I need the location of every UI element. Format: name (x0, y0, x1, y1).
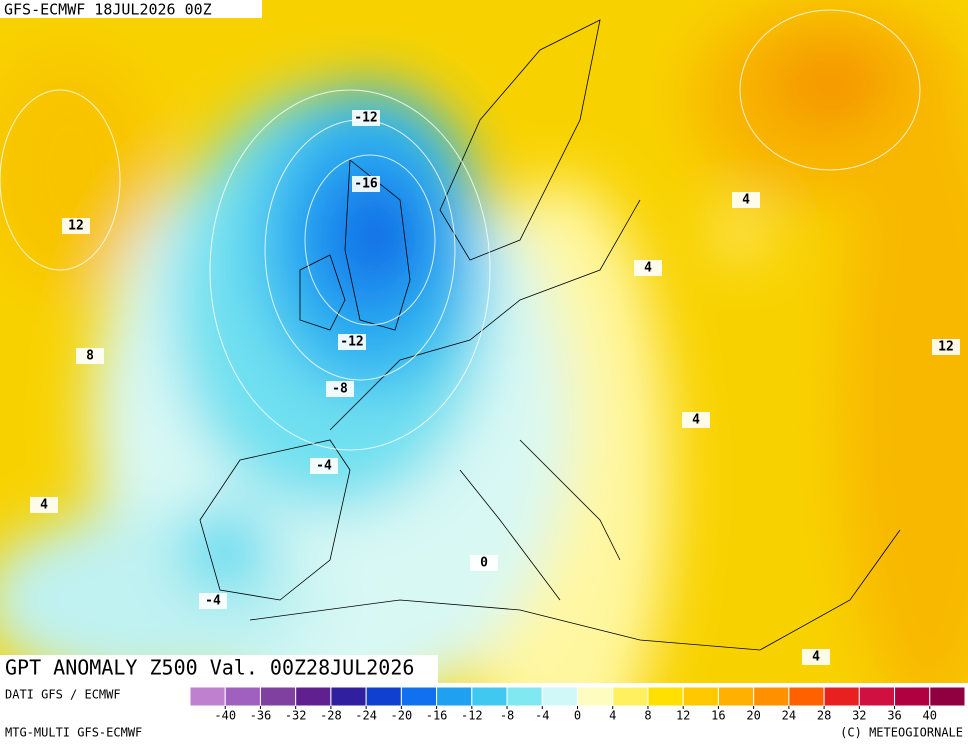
colorbar-tick-label: -28 (320, 709, 342, 723)
colorbar-box (436, 686, 473, 707)
contour-label-box (310, 458, 338, 474)
colorbar-tick-label: 0 (574, 709, 581, 723)
colorbar-box (753, 686, 790, 707)
colorbar-tick-label: -8 (500, 709, 514, 723)
contour-label: -16 (354, 177, 378, 192)
colorbar-box (471, 686, 508, 707)
colorbar-tick-label: 24 (782, 709, 796, 723)
colorbar-tick-label: 16 (711, 709, 725, 723)
title-box (0, 655, 438, 683)
colorbar-box (929, 686, 966, 707)
contour-label: 12 (68, 219, 84, 234)
contour-label: 4 (742, 193, 750, 208)
contour-label: 0 (480, 556, 488, 571)
colorbar-tick-label: 32 (852, 709, 866, 723)
colorbar-box (189, 686, 226, 707)
colorbar-tick-label: 40 (923, 709, 937, 723)
colorbar-box (894, 686, 931, 707)
map-title: GPT ANOMALY Z500 Val. 00Z28JUL2026 (5, 656, 414, 680)
colorbar-box (365, 686, 402, 707)
colorbar-tick-label: 4 (609, 709, 616, 723)
colorbar-tick-label: -24 (355, 709, 377, 723)
colorbar-box (295, 686, 332, 707)
contour-label: -4 (205, 594, 221, 609)
colorbar-box (224, 686, 261, 707)
coastlines (199, 19, 901, 651)
colorbar-box (259, 686, 297, 707)
colorbar-box (541, 686, 578, 707)
contours (0, 9, 921, 451)
contour-label-box (802, 649, 830, 665)
contour-label-box (634, 260, 662, 276)
contour-label-box (352, 110, 380, 126)
colorbar-box (330, 686, 367, 707)
colorbar-box (858, 686, 896, 707)
colorbar-tick-label: -12 (461, 709, 483, 723)
colorbar-tick-label: 28 (817, 709, 831, 723)
contour-label-box (932, 339, 960, 355)
contour-label: 4 (692, 413, 700, 428)
contour-label: 4 (812, 650, 820, 665)
contour-label-box (76, 348, 104, 364)
colorbar-box (682, 686, 719, 707)
colorbar-tick-label: 8 (644, 709, 651, 723)
contour-label-box (30, 497, 58, 513)
colorbar-tick-label: 20 (746, 709, 760, 723)
colorbar-box (506, 686, 543, 707)
colorbar-box (788, 686, 825, 707)
colorbar-tick-label: -20 (391, 709, 413, 723)
colorbar-box (647, 686, 684, 707)
contour-label: -4 (316, 459, 332, 474)
colorbar-box (823, 686, 860, 707)
contour-label-box (352, 176, 380, 192)
contour-label-box (338, 334, 366, 350)
source-label: DATI GFS / ECMWF (5, 688, 121, 702)
contour-label: -8 (332, 382, 348, 397)
model-label: MTG-MULTI GFS-ECMWF (5, 726, 142, 740)
contour-label: 4 (40, 498, 48, 513)
colorbar-tick-label: -16 (426, 709, 448, 723)
contour-label-box (682, 412, 710, 428)
contour-label-box (470, 555, 498, 571)
colorbar-tick-label: -32 (285, 709, 307, 723)
contour-label-box (199, 593, 227, 609)
colorbar-tick-label: -40 (214, 709, 236, 723)
contour-label-box (326, 381, 354, 397)
run-label: GFS-ECMWF 18JUL2026 00Z (4, 1, 212, 19)
colorbar-tick-label: -36 (250, 709, 272, 723)
header-box (0, 0, 262, 18)
colorbar-box (577, 686, 614, 707)
colorbar-box (400, 686, 438, 707)
colorbar-box (612, 686, 649, 707)
contour-label: 4 (644, 261, 652, 276)
contour-label: 8 (86, 349, 94, 364)
copyright: (C) METEOGIORNALE (840, 726, 963, 740)
colorbar-tick-label: 12 (676, 709, 690, 723)
colorbar-tick-label: -4 (535, 709, 549, 723)
contour-label-box (732, 192, 760, 208)
colorbar-tick-label: 36 (887, 709, 901, 723)
contour-label: -12 (354, 111, 377, 126)
colorbar-box (717, 686, 755, 707)
contour-label-box (62, 218, 90, 234)
contour-label: -12 (340, 335, 363, 350)
contour-label: 12 (938, 340, 954, 355)
